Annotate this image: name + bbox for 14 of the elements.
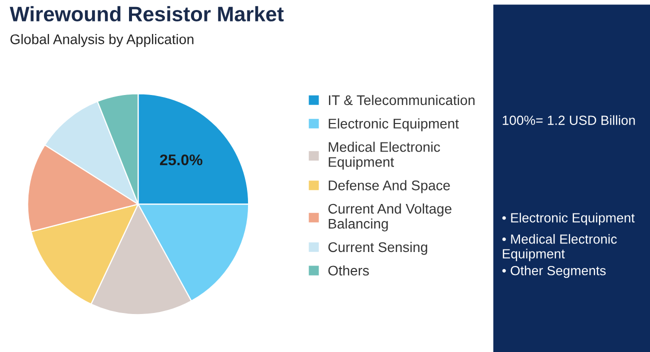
data-label: 25.0% <box>160 154 202 166</box>
legend-label: Defense And Space <box>328 180 450 194</box>
text: • Electronic Equipment <box>502 212 635 226</box>
legend-label: Others <box>328 265 369 276</box>
legend-label: Current And Voltage Balancing <box>328 203 452 232</box>
legend-label: IT & Telecommunication <box>328 94 475 106</box>
chart-subtitle: Global Analysis by Application <box>10 34 194 47</box>
text: • Medical Electronic Equipment <box>502 234 617 262</box>
chart-title: Wirewound Resistor Market <box>10 6 284 22</box>
legend-label: Electronic Equipment <box>328 118 459 132</box>
text: 100%= 1.2 USD Billion <box>502 115 635 125</box>
legend-label: Medical Electronic Equipment <box>328 142 440 170</box>
legend-label: Current Sensing <box>328 242 428 255</box>
text: • Other Segments <box>502 266 606 278</box>
